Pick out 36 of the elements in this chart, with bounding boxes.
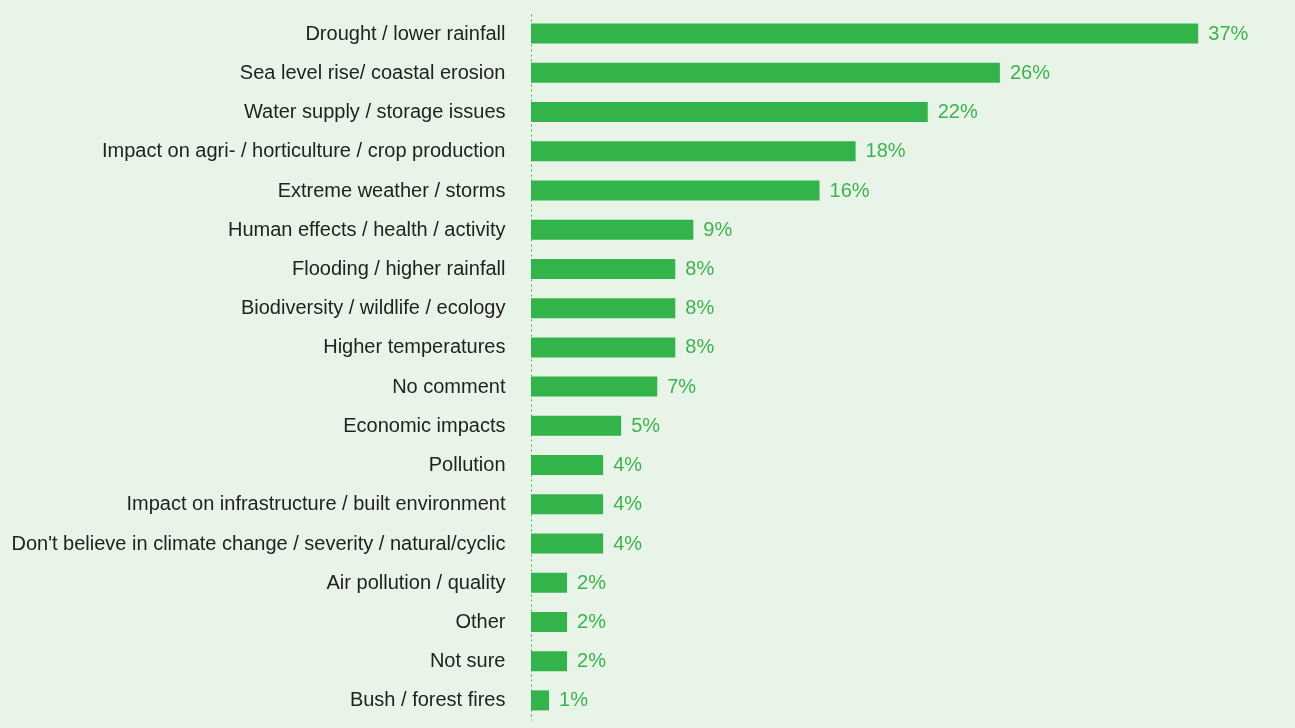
- data-label: 37%: [1208, 21, 1249, 44]
- data-label: 22%: [937, 100, 978, 123]
- y-tick-label: Human effects / health / activity: [227, 217, 506, 240]
- y-tick-label: Don't believe in climate change / severity / natural/cyclic: [11, 531, 506, 554]
- data-label: 26%: [1009, 60, 1051, 83]
- y-tick-label: Impact on agri- / horticulture / crop production: [101, 139, 506, 162]
- y-tick-label: Air pollution / quality: [326, 570, 506, 593]
- y-tick-label: Other: [455, 609, 506, 632]
- data-label: 5%: [631, 413, 661, 436]
- y-tick-label: Drought / lower rainfall: [305, 21, 506, 44]
- data-label: 7%: [667, 374, 697, 397]
- y-tick-label: Bush / forest fires: [349, 688, 506, 711]
- y-tick-label: Sea level rise/ coastal erosion: [239, 60, 506, 83]
- y-tick-label: Impact on infrastructure / built environment: [126, 492, 506, 515]
- data-label: 8%: [685, 335, 715, 358]
- data-label: 2%: [577, 609, 607, 632]
- y-tick-label: Flooding / higher rainfall: [292, 256, 506, 279]
- data-label: 4%: [613, 531, 643, 554]
- data-label: 16%: [829, 178, 870, 201]
- data-label: 2%: [577, 649, 607, 672]
- y-tick-label: Water supply / storage issues: [243, 100, 506, 123]
- data-label: 18%: [865, 139, 906, 162]
- data-label: 4%: [613, 492, 643, 515]
- y-tick-label: Extreme weather / storms: [277, 178, 506, 201]
- y-tick-label: Not sure: [429, 649, 506, 672]
- data-label: 1%: [559, 688, 589, 711]
- y-tick-label: No comment: [392, 374, 506, 397]
- data-label: 2%: [577, 570, 607, 593]
- y-tick-label: Higher temperatures: [323, 335, 506, 358]
- data-label: 8%: [685, 296, 715, 319]
- y-tick-label: Pollution: [428, 453, 506, 476]
- y-tick-label: Economic impacts: [343, 413, 506, 436]
- data-label: 9%: [703, 217, 733, 240]
- data-label: 4%: [613, 453, 643, 476]
- data-label: 8%: [685, 256, 715, 279]
- y-tick-label: Biodiversity / wildlife / ecology: [240, 296, 506, 319]
